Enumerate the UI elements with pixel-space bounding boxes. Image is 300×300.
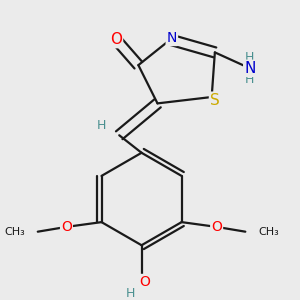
Text: O: O: [110, 32, 122, 47]
Text: H: H: [245, 73, 255, 86]
Text: CH₃: CH₃: [4, 227, 25, 237]
Text: O: O: [61, 220, 72, 234]
Text: N: N: [167, 31, 177, 45]
Text: H: H: [126, 286, 135, 299]
Text: H: H: [97, 119, 106, 132]
Text: O: O: [211, 220, 222, 234]
Text: N: N: [244, 61, 256, 76]
Text: H: H: [245, 51, 255, 64]
Text: O: O: [139, 275, 150, 289]
Text: S: S: [210, 93, 220, 108]
Text: CH₃: CH₃: [258, 227, 279, 237]
